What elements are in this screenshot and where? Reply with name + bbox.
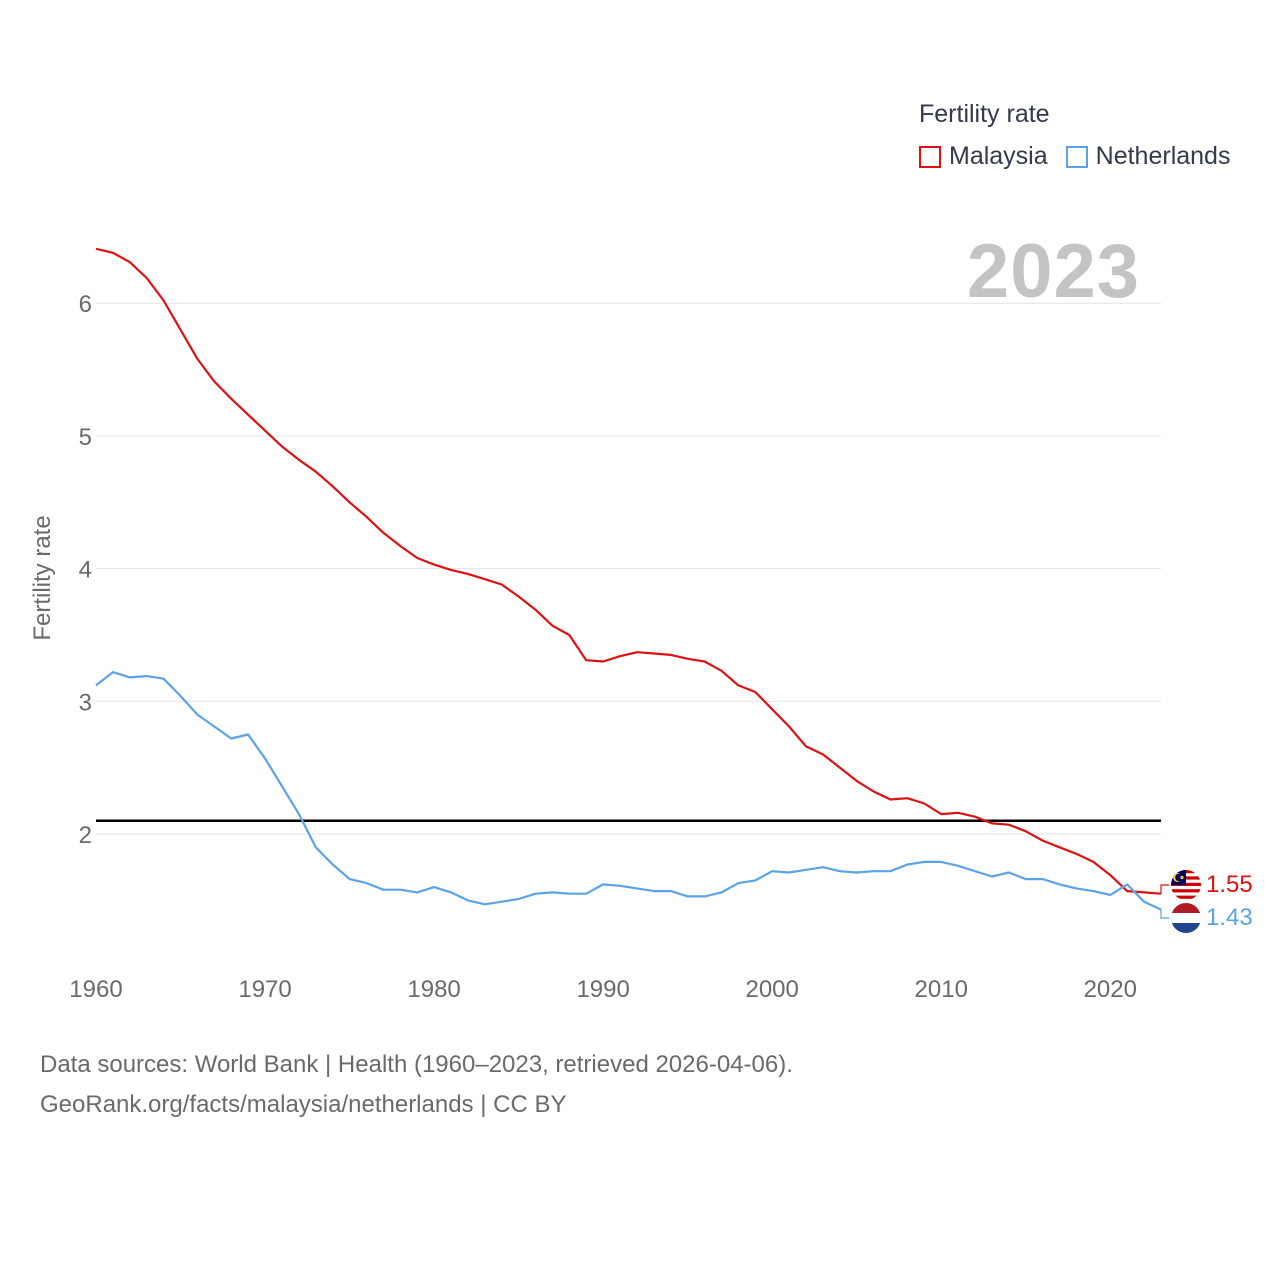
series-line-malaysia[interactable]: [95, 247, 1162, 895]
end-connector: [1160, 884, 1169, 894]
y-axis-title: Fertility rate: [29, 515, 56, 640]
malaysia-flag-icon: [1171, 870, 1201, 900]
x-tick-label: 2020: [1084, 976, 1137, 1003]
y-tick-label: 6: [79, 291, 92, 318]
x-tick-label: 2000: [745, 976, 798, 1003]
legend-swatch-malaysia: [919, 145, 941, 168]
x-tick-label: 1970: [238, 976, 291, 1003]
end-value-label-malaysia: 1.55: [1206, 871, 1253, 898]
x-tick-label: 1960: [69, 976, 122, 1003]
x-tick-label: 1990: [576, 976, 629, 1003]
y-tick-label: 4: [79, 557, 92, 584]
netherlands-flag-icon: [1171, 903, 1201, 933]
y-tick-label: 2: [79, 822, 92, 849]
y-tick-label: 3: [79, 689, 92, 716]
footer: Data sources: World Bank | Health (1960–…: [40, 1045, 793, 1125]
data-sources-text: Data sources: World Bank | Health (1960–…: [40, 1051, 793, 1078]
year-label: 2023: [966, 229, 1140, 314]
legend-label-netherlands: Netherlands: [1095, 142, 1231, 170]
y-tick-label: 5: [79, 424, 92, 451]
end-connector: [1160, 909, 1169, 919]
series-line-netherlands[interactable]: [95, 670, 1162, 911]
end-value-label-netherlands: 1.43: [1206, 904, 1253, 931]
legend-item-netherlands[interactable]: Netherlands: [1065, 142, 1231, 171]
x-tick-label: 1980: [407, 976, 460, 1003]
source-url-text[interactable]: GeoRank.org/facts/malaysia/netherlands |…: [40, 1091, 567, 1118]
legend-label-malaysia: Malaysia: [949, 142, 1048, 170]
legend-title: Fertility rate: [919, 100, 1050, 128]
legend-item-malaysia[interactable]: Malaysia: [919, 142, 1048, 171]
x-tick-label: 2010: [915, 976, 968, 1003]
legend: Malaysia Netherlands: [919, 142, 1248, 171]
legend-swatch-netherlands: [1065, 145, 1088, 168]
